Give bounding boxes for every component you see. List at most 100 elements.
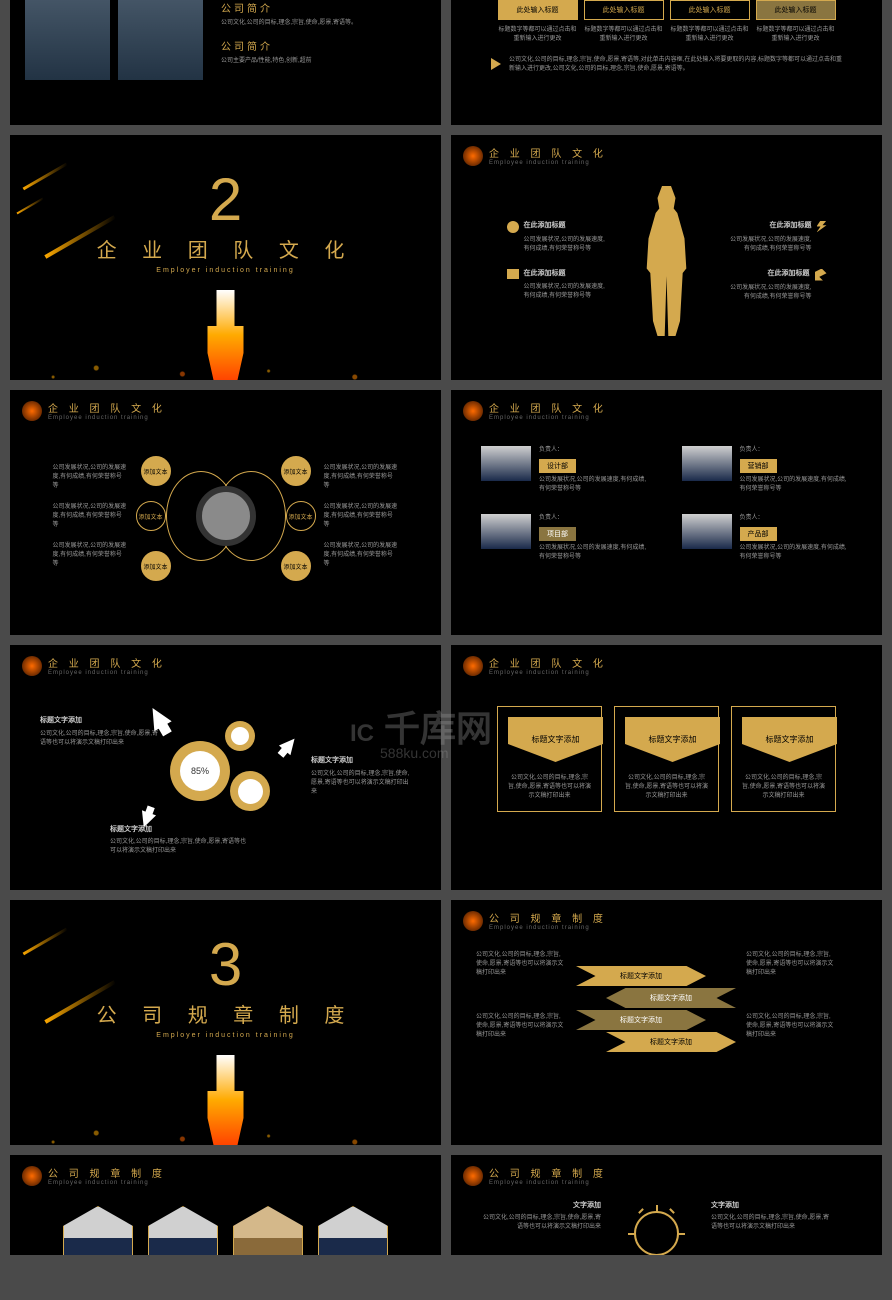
label-box-3: 此处输入标题 [670, 0, 750, 20]
card-2-desc: 公司文化,公司的目标,理念,宗旨,使命,愿景,寄语等也可以将演示文稿打印出来 [625, 774, 708, 801]
card-2: 标题文字添加 公司文化,公司的目标,理念,宗旨,使命,愿景,寄语等也可以将演示文… [614, 706, 719, 812]
hex-1 [63, 1206, 133, 1255]
left-desc-2: 公司发展状况,公司的发展速度,有何成绩,有何荣誉称号等 [53, 503, 128, 530]
fist-icon [463, 911, 483, 931]
role-1: 负责人： [539, 446, 652, 455]
slide-hexagons: 公 司 规 章 制 度Employee induction training [10, 1155, 441, 1255]
lightbulb-icon [634, 1211, 679, 1255]
person-desc-3: 公司发展状况,公司的发展速度,有何成绩,有何荣誉称号等 [539, 544, 652, 562]
header-title: 企 业 团 队 文 化 [489, 400, 607, 415]
bulb-desc-2: 公司文化,公司的目标,理念,宗旨,使命,愿景,寄语等也可以将演示文稿打印出来 [711, 1214, 831, 1232]
arrow-4: 标题文字添加 [606, 1032, 736, 1052]
dept-4: 产品部 [740, 527, 777, 541]
item-1-title: 在此添加标题 [524, 221, 566, 233]
header-sub: Employee induction training [489, 415, 607, 421]
box-desc-4: 标题数字等都可以通过点击和重新输入进行更改 [756, 26, 836, 44]
right-desc-3: 公司发展状况,公司的发展速度,有何成绩,有何荣誉称号等 [324, 542, 399, 569]
right-desc-1: 公司发展状况,公司的发展速度,有何成绩,有何荣誉称号等 [324, 464, 399, 491]
slide-company-intro: 公司简介 公司文化,公司的目标,理念,宗旨,使命,愿景,寄语等。 公司简介 公司… [10, 0, 441, 125]
intro-heading-2: 公司简介 [221, 38, 426, 53]
person-photo-3 [481, 514, 531, 549]
header-title: 企 业 团 队 文 化 [48, 655, 166, 670]
fist-icon [463, 401, 483, 421]
item-4-desc: 公司发展状况,公司的发展速度,有何成绩,有何荣誉称号等 [727, 284, 827, 302]
section-2-number: 2 [10, 165, 441, 234]
item-1-desc: 公司发展状况,公司的发展速度,有何成绩,有何荣誉称号等 [507, 236, 607, 254]
globe-icon [507, 221, 519, 233]
hex-3 [233, 1206, 303, 1255]
hex-4 [318, 1206, 388, 1255]
label-box-4: 此处输入标题 [756, 0, 836, 20]
slide-gears: 企 业 团 队 文 化Employee induction training 标… [10, 645, 441, 890]
gear-large: 85% [170, 741, 230, 801]
fist-icon [463, 656, 483, 676]
slide-team-silhouette: 企 业 团 队 文 化Employee induction training 在… [451, 135, 882, 380]
bulb-label-2: 文字添加 [711, 1201, 831, 1212]
fist-icon [463, 146, 483, 166]
header-title: 公 司 规 章 制 度 [489, 910, 607, 925]
slide-three-cards: 企 业 团 队 文 化Employee induction training 标… [451, 645, 882, 890]
item-3-title: 在此添加标题 [770, 221, 812, 233]
gear-med [230, 771, 270, 811]
section-3-number: 3 [10, 930, 441, 999]
person-desc-2: 公司发展状况,公司的发展速度,有何成绩,有何荣誉称号等 [740, 476, 853, 494]
mail-icon [507, 269, 519, 279]
header-title: 企 业 团 队 文 化 [489, 655, 607, 670]
intro-text-1: 公司文化,公司的目标,理念,宗旨,使命,愿景,寄语等。 [221, 19, 426, 28]
arrow-1: 标题文字添加 [576, 966, 706, 986]
fist-icon [22, 656, 42, 676]
node-5: 添加文本 [286, 501, 316, 531]
person-desc-1: 公司发展状况,公司的发展速度,有何成绩,有何荣誉称号等 [539, 476, 652, 494]
particles [10, 320, 441, 380]
node-6: 添加文本 [281, 551, 311, 581]
left-desc-3: 公司发展状况,公司的发展速度,有何成绩,有何荣誉称号等 [53, 542, 128, 569]
rocket-3 [275, 734, 301, 760]
item-4-title: 在此添加标题 [768, 269, 810, 281]
fist-icon [22, 401, 42, 421]
gear-label-1: 标题文字添加 [40, 716, 160, 727]
dept-1: 设计部 [539, 459, 576, 473]
arrow-left-desc-2: 公司文化,公司的目标,理念,宗旨,使命,愿景,寄语等也可以将演示文稿打印出来 [476, 1013, 566, 1040]
gear-small [225, 721, 255, 751]
left-desc-1: 公司发展状况,公司的发展速度,有何成绩,有何荣誉称号等 [53, 464, 128, 491]
header-title: 公 司 规 章 制 度 [489, 1165, 607, 1180]
slide-team-people: 企 业 团 队 文 化Employee induction training 负… [451, 390, 882, 635]
node-1: 添加文本 [141, 456, 171, 486]
slide-four-boxes: 此处输入标题 此处输入标题 此处输入标题 此处输入标题 标题数字等都可以通过点击… [451, 0, 882, 125]
hex-2 [148, 1206, 218, 1255]
gear-label-2: 标题文字添加 [110, 825, 250, 836]
label-box-2: 此处输入标题 [584, 0, 664, 20]
gear-desc-3: 公司文化,公司的目标,理念,宗旨,使命,愿景,寄语等也可以将演示文稿打印出来 [311, 770, 411, 797]
header-sub: Employee induction training [489, 670, 607, 676]
particles [10, 1085, 441, 1145]
slide-section-3-title: 3 公 司 规 章 制 度 Employer induction trainin… [10, 900, 441, 1145]
bulb-label-1: 文字添加 [481, 1201, 601, 1212]
section-2-sub: Employer induction training [10, 267, 441, 274]
intro-heading-1: 公司简介 [221, 0, 426, 15]
item-3-desc: 公司发展状况,公司的发展速度,有何成绩,有何荣誉称号等 [727, 236, 827, 254]
node-4: 添加文本 [281, 456, 311, 486]
role-4: 负责人： [740, 514, 853, 523]
slide-section-2-title: 2 企 业 团 队 文 化 Employer induction trainin… [10, 135, 441, 380]
node-3: 添加文本 [141, 551, 171, 581]
header-title: 企 业 团 队 文 化 [48, 400, 166, 415]
role-3: 负责人： [539, 514, 652, 523]
arrow-left-desc-1: 公司文化,公司的目标,理念,宗旨,使命,愿景,寄语等也可以将演示文稿打印出来 [476, 951, 566, 978]
person-photo-4 [682, 514, 732, 549]
card-3-pentagon: 标题文字添加 [742, 717, 837, 762]
play-icon [491, 58, 501, 70]
header-sub: Employee induction training [48, 1180, 166, 1186]
slide-grid: 公司简介 公司文化,公司的目标,理念,宗旨,使命,愿景,寄语等。 公司简介 公司… [0, 0, 892, 1255]
dept-3: 项目部 [539, 527, 576, 541]
arrow-right-desc-1: 公司文化,公司的目标,理念,宗旨,使命,愿景,寄语等也可以将演示文稿打印出来 [746, 951, 836, 978]
man-silhouette [622, 186, 712, 336]
card-1-pentagon: 标题文字添加 [508, 717, 603, 762]
bolt-icon [817, 221, 827, 233]
center-circle [196, 486, 256, 546]
card-3-desc: 公司文化,公司的目标,理念,宗旨,使命,愿景,寄语等也可以将演示文稿打印出来 [742, 774, 825, 801]
building-photo-1 [25, 0, 110, 80]
header-sub: Employee induction training [48, 670, 166, 676]
gear-desc-2: 公司文化,公司的目标,理念,宗旨,使命,愿景,寄语等也可以将演示文稿打印出来 [110, 838, 250, 856]
box-desc-2: 标题数字等都可以通过点击和重新输入进行更改 [584, 26, 664, 44]
right-desc-2: 公司发展状况,公司的发展速度,有何成绩,有何荣誉称号等 [324, 503, 399, 530]
